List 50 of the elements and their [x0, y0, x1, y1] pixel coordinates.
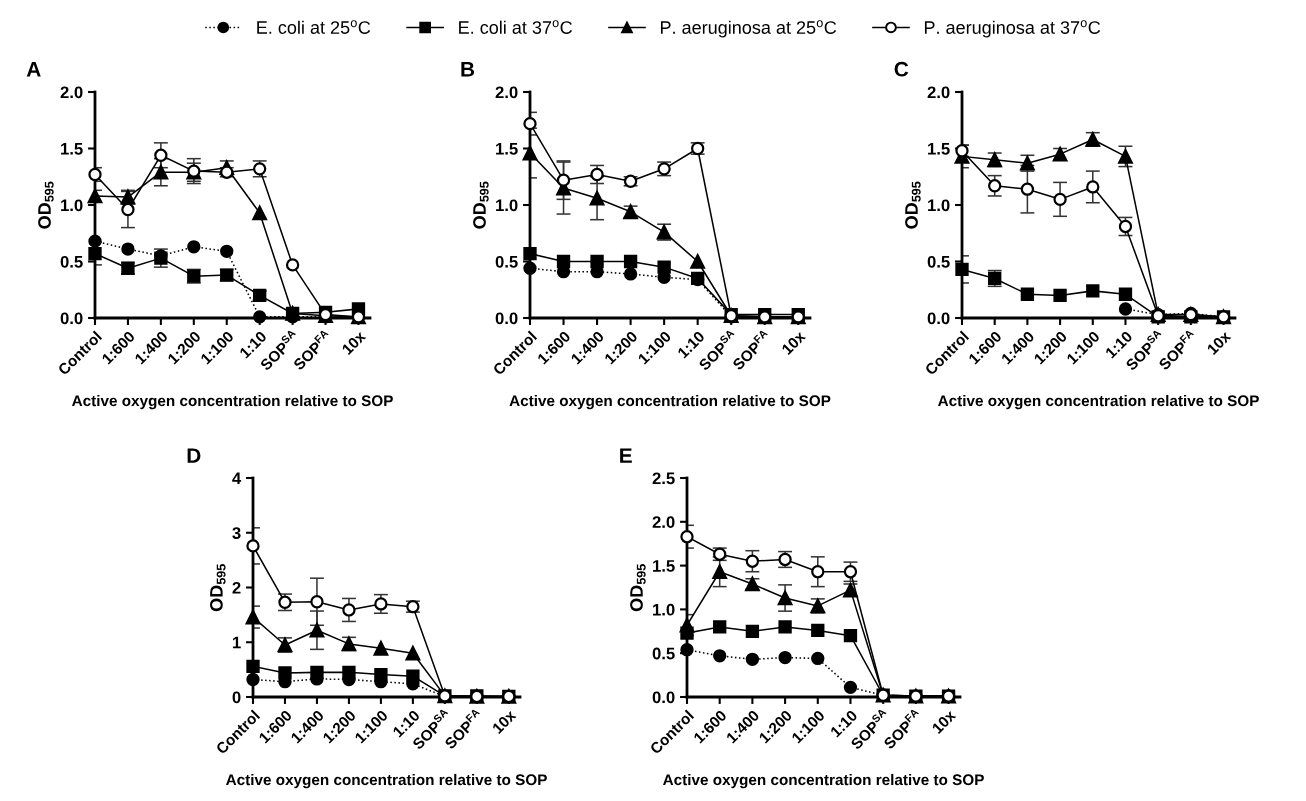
x-tick-label: 10x	[1206, 330, 1232, 356]
chart-title: D	[187, 448, 201, 463]
chart-title: A	[26, 62, 41, 77]
y-tick-label: 2.0	[652, 516, 675, 528]
x-tick-label: 10x	[931, 709, 957, 735]
y-tick-label: 0	[232, 691, 241, 704]
x-tick-label: 10x	[341, 330, 367, 356]
y-tick-label: 2.0	[495, 86, 518, 99]
y-tick-label: 0.5	[60, 255, 83, 268]
y-tick-label: 1.0	[496, 199, 518, 212]
y-tick-label: 0.0	[652, 691, 675, 704]
y-tick-label: 0.5	[927, 255, 950, 268]
legend-label: P. aeruginosa at 25$^{o}$C	[660, 20, 837, 38]
chart-title: C	[894, 61, 909, 77]
x-axis-title: Active oxygen concentration relative to SOP	[72, 394, 393, 410]
x-tick-label: 10x	[491, 709, 517, 735]
y-tick-label: 1.5	[496, 143, 518, 155]
y-tick-label: 0.0	[495, 312, 518, 325]
y-axis-title: OD$_{595}$	[630, 564, 646, 612]
y-tick-label: 2.0	[927, 86, 950, 99]
y-tick-label: 1	[232, 636, 241, 649]
y-tick-label: 1.5	[928, 143, 950, 155]
chart-title: E	[620, 448, 632, 463]
y-tick-label: 0.0	[927, 312, 950, 325]
y-axis-title: OD$_{595}$	[905, 181, 921, 229]
y-tick-label: 1.0	[653, 603, 675, 616]
y-tick-label: 1.5	[61, 143, 83, 155]
legend-label: E. coli at 37$^{o}$C	[459, 20, 573, 34]
legend-label: E. coli at 25$^{o}$C	[257, 20, 371, 34]
y-tick-label: 2.0	[60, 86, 83, 99]
y-axis-title: OD$_{595}$	[473, 181, 489, 229]
y-tick-label: 0.5	[495, 255, 518, 268]
x-axis-title: Active oxygen concentration relative to SOP	[663, 773, 984, 789]
y-tick-label: 2	[232, 581, 241, 594]
x-tick-label: 10x	[781, 330, 807, 356]
y-tick-label: 1.0	[928, 199, 950, 212]
y-tick-label: 1.0	[61, 199, 83, 212]
x-axis-title: Active oxygen concentration relative to SOP	[226, 773, 547, 789]
chart-title: B	[461, 62, 475, 77]
y-tick-label: 1.5	[653, 560, 675, 572]
y-axis-title: OD$_{595}$	[38, 181, 54, 229]
legend-label: P. aeruginosa at 37$^{o}$C	[924, 20, 1101, 38]
y-tick-label: 4	[232, 472, 242, 485]
y-tick-label: 0.5	[652, 647, 675, 660]
x-axis-title: Active oxygen concentration relative to SOP	[938, 394, 1259, 410]
x-axis-title: Active oxygen concentration relative to SOP	[509, 394, 831, 410]
y-axis-title: OD$_{595}$	[209, 564, 226, 612]
y-tick-label: 2.5	[652, 472, 675, 485]
y-tick-label: 0.0	[60, 312, 83, 325]
y-tick-label: 3	[232, 527, 241, 539]
